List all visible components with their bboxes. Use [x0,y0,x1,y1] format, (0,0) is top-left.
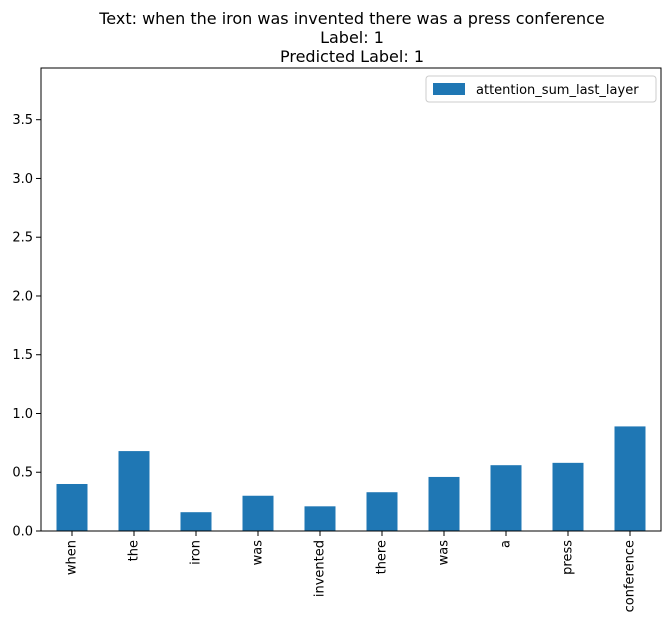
y-tick-label: 0.0 [12,525,33,540]
chart-title: Text: when the iron was invented there w… [98,9,605,66]
bar-3 [242,495,274,531]
y-tick-label: 0.5 [12,466,33,481]
legend: attention_sum_last_layer [425,75,657,103]
bar-0 [56,483,88,531]
bar-8 [552,462,584,531]
x-tick-label: conference [623,540,638,612]
title-line-text: Text: when the iron was invented there w… [98,9,605,28]
x-tick-label: the [127,540,142,561]
x-tick-label: was [251,540,266,566]
y-tick-label: 2.5 [12,231,33,246]
plot-area-frame [40,67,662,532]
legend-box [425,75,657,103]
y-tick-label: 1.0 [12,407,33,422]
bar-4 [304,506,336,531]
y-tick-label: 3.5 [12,113,33,128]
legend-label: attention_sum_last_layer [476,83,639,98]
y-tick-label: 3.0 [12,172,33,187]
x-tick-label: there [375,540,390,574]
bar-2 [180,512,212,531]
x-tick-label: press [561,540,576,575]
x-tick-label: a [499,540,514,548]
bar-7 [490,465,522,531]
bar-series [56,426,646,531]
bar-5 [366,492,398,531]
legend-swatch [433,83,465,95]
y-tick-label: 2.0 [12,289,33,304]
x-axis-ticks: when the iron was invented there was a press conf… [65,531,638,612]
bar-6 [428,476,460,531]
title-line-predicted: Predicted Label: 1 [280,47,424,66]
y-axis-ticks: 0.0 0.5 1.0 1.5 2.0 2.5 3.0 3.5 [12,113,41,540]
x-tick-label: when [65,540,80,575]
bar-1 [118,451,150,531]
x-tick-label: was [437,540,452,566]
x-tick-label: iron [189,540,204,565]
y-tick-label: 1.5 [12,348,33,363]
x-tick-label: invented [313,540,328,597]
title-line-label: Label: 1 [320,28,384,47]
bar-9 [614,426,646,531]
